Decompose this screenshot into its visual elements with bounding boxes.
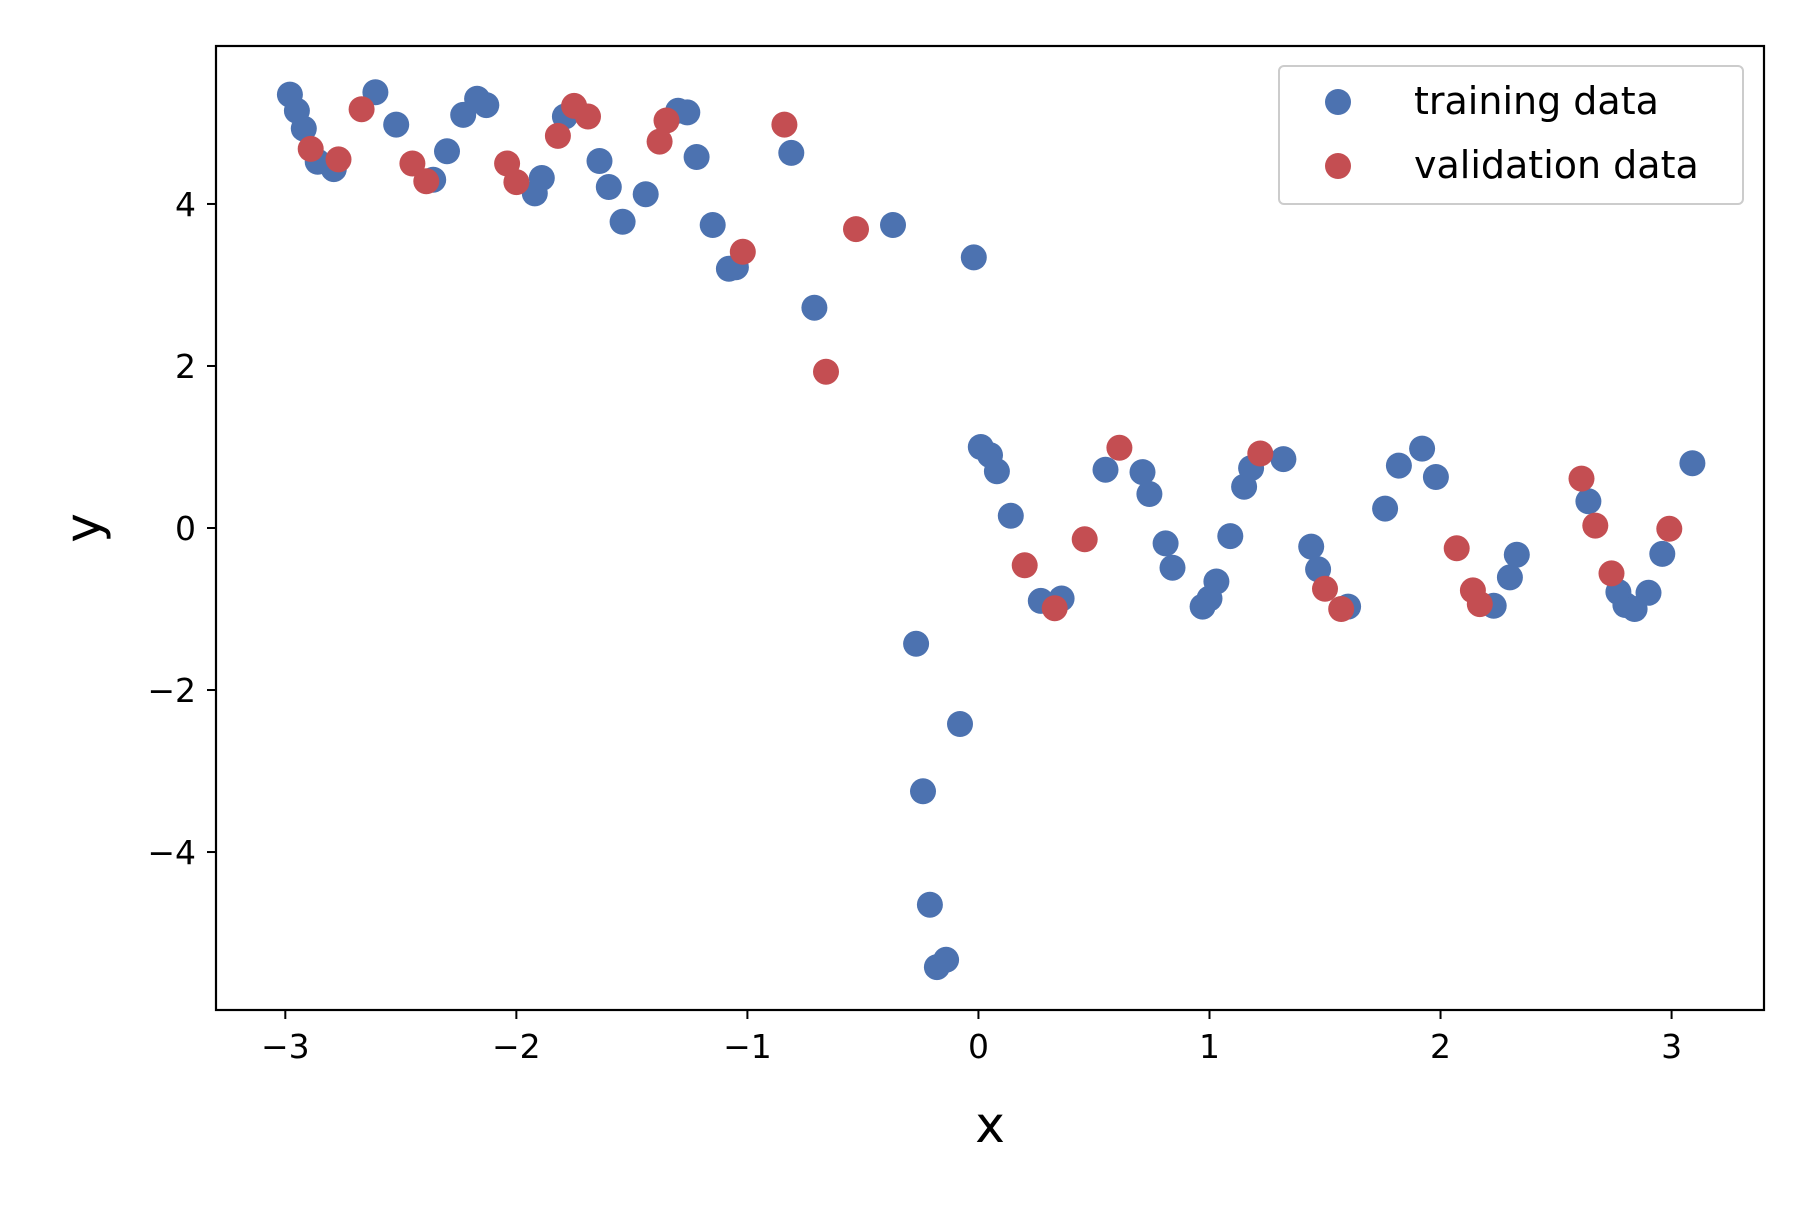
legend-marker-training	[1325, 89, 1351, 115]
validation-point	[653, 107, 680, 134]
training-point	[1152, 530, 1179, 557]
validation-point	[1041, 595, 1068, 622]
validation-point	[813, 358, 839, 385]
training-point	[801, 294, 828, 321]
training-point	[1409, 435, 1436, 462]
training-point	[383, 111, 410, 138]
training-point	[1422, 464, 1449, 490]
validation-point	[503, 169, 530, 196]
legend: training data validation data	[1278, 65, 1744, 205]
validation-point	[297, 135, 324, 162]
validation-point	[843, 216, 869, 243]
training-point	[674, 99, 701, 126]
training-point	[1129, 459, 1156, 486]
training-point	[1136, 481, 1163, 507]
training-point	[290, 115, 317, 142]
training-point	[1496, 564, 1523, 591]
validation-point	[325, 146, 352, 173]
validation-point	[575, 103, 601, 130]
training-point	[910, 778, 936, 805]
x-tick-label: −1	[723, 1027, 772, 1066]
points-layer	[276, 79, 1706, 981]
training-point	[434, 138, 460, 165]
y-tick-label: −4	[147, 833, 196, 872]
validation-point	[348, 96, 375, 123]
training-point	[997, 502, 1024, 529]
training-point	[1372, 495, 1399, 522]
validation-point	[1312, 575, 1338, 602]
y-tick-label: −2	[147, 671, 196, 710]
training-point	[880, 212, 906, 238]
training-point	[1217, 523, 1244, 550]
training-point	[1575, 488, 1602, 515]
validation-point	[1071, 526, 1098, 553]
training-point	[1635, 579, 1662, 606]
training-point	[1203, 568, 1230, 595]
training-point	[947, 711, 973, 737]
training-point	[586, 148, 613, 174]
x-axis-title: x	[975, 1096, 1005, 1154]
y-axis-title: y	[54, 513, 112, 543]
training-point	[699, 212, 726, 238]
validation-point	[544, 122, 571, 149]
y-tick-label: 2	[175, 347, 196, 386]
validation-point	[1598, 560, 1625, 587]
x-tick-label: −2	[492, 1027, 541, 1066]
validation-point	[1443, 535, 1470, 562]
validation-point	[1568, 465, 1595, 492]
training-point	[632, 181, 659, 208]
validation-point	[646, 128, 673, 155]
training-point	[1298, 533, 1325, 560]
validation-point	[771, 111, 798, 138]
x-tick-label: 2	[1430, 1027, 1451, 1066]
legend-label-training: training data	[1414, 79, 1659, 123]
training-point	[1092, 456, 1119, 483]
y-tick-label: 4	[175, 185, 196, 224]
training-point	[1270, 446, 1297, 473]
training-point	[1503, 541, 1530, 568]
training-point	[683, 144, 710, 170]
validation-point	[1011, 552, 1038, 579]
training-point	[1159, 554, 1186, 581]
validation-point	[1328, 596, 1355, 622]
validation-point	[413, 168, 440, 195]
training-point	[1305, 556, 1332, 583]
validation-point	[399, 150, 426, 177]
training-point	[528, 165, 555, 191]
training-point	[1385, 452, 1412, 479]
validation-point	[729, 238, 756, 265]
validation-point	[1582, 512, 1609, 539]
training-point	[983, 458, 1010, 485]
y-tick-label: 0	[175, 509, 196, 548]
training-point	[609, 208, 636, 235]
validation-point	[1466, 591, 1493, 618]
training-point	[1679, 450, 1706, 477]
training-point	[960, 244, 987, 271]
training-point	[473, 92, 500, 119]
validation-point	[1656, 515, 1683, 542]
training-point	[933, 946, 960, 973]
training-point	[916, 891, 943, 918]
x-tick-label: 3	[1661, 1027, 1682, 1066]
legend-marker-validation	[1325, 153, 1351, 179]
training-point	[595, 174, 622, 200]
validation-point	[1247, 440, 1274, 467]
x-tick-label: −3	[261, 1027, 310, 1066]
training-point	[778, 139, 805, 166]
training-point	[903, 630, 930, 657]
ticks-layer: −3 −2 −1 0 1 2 3 −4 −2 0 2 4	[147, 185, 1682, 1066]
legend-label-validation: validation data	[1414, 143, 1699, 187]
x-tick-label: 1	[1199, 1027, 1220, 1066]
x-tick-label: 0	[968, 1027, 989, 1066]
validation-point	[1106, 434, 1133, 461]
legend-box	[1278, 65, 1744, 205]
training-point	[1649, 540, 1676, 567]
